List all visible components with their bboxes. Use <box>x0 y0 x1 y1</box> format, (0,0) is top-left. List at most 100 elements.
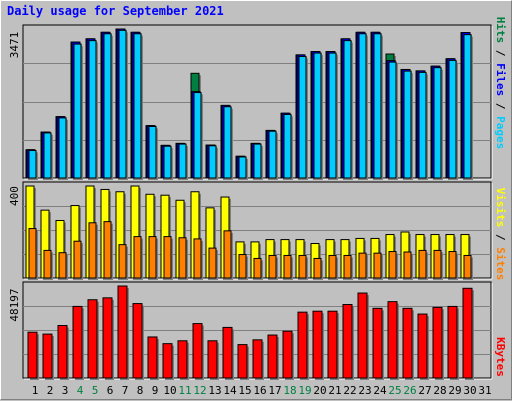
pages-bar <box>178 143 187 179</box>
sites-bar <box>463 254 472 279</box>
day-label: 24 <box>373 384 387 397</box>
kbytes-bar <box>252 339 263 379</box>
day-label: 6 <box>107 384 114 397</box>
kbytes-bar <box>162 343 173 379</box>
pages-bar <box>118 29 127 179</box>
day-label: 23 <box>358 384 371 397</box>
pages-bar <box>373 33 382 179</box>
day-label: 3 <box>62 384 69 397</box>
day-label: 9 <box>152 384 159 397</box>
graph-title: Daily usage for September 2021 <box>7 4 224 18</box>
sites-bar <box>373 252 382 279</box>
kbytes-bar <box>432 306 443 379</box>
kbytes-bar <box>192 323 203 379</box>
pages-bar <box>358 33 367 179</box>
sites-bar <box>298 254 307 279</box>
sites-bar <box>28 228 37 279</box>
legend-pages: Pages <box>494 116 507 149</box>
kbytes-bar <box>207 340 218 379</box>
kbytes-bar <box>402 307 413 379</box>
day-label: 26 <box>403 384 416 397</box>
pages-bar <box>298 56 307 179</box>
kbytes-bar <box>297 311 308 379</box>
kbytes-bar <box>267 334 278 379</box>
day-label: 16 <box>253 384 266 397</box>
pages-bar <box>448 59 457 179</box>
day-label: 25 <box>388 384 401 397</box>
sites-bar <box>283 254 292 279</box>
pages-bar <box>223 106 232 179</box>
sites-bar <box>88 222 97 279</box>
day-label: 10 <box>163 384 176 397</box>
kbytes-bar <box>102 297 113 379</box>
pages-bar <box>208 145 217 179</box>
legend-sep: / <box>494 227 507 247</box>
sites-bar <box>43 249 52 279</box>
pages-bar <box>133 33 142 179</box>
kbytes-bar <box>312 310 323 379</box>
pages-bar <box>163 145 172 179</box>
pages-bar <box>103 33 112 179</box>
pages-bar <box>148 125 157 179</box>
day-label: 2 <box>47 384 54 397</box>
sites-bar <box>268 254 277 279</box>
kbytes-bar <box>132 303 143 379</box>
kbytes-bar <box>447 305 458 379</box>
kbytes-bar <box>222 326 233 379</box>
day-label: 7 <box>122 384 129 397</box>
pages-bar <box>58 117 67 179</box>
sites-bar <box>223 230 232 279</box>
pages-bar <box>403 70 412 179</box>
sites-bar <box>403 251 412 279</box>
sites-bar <box>328 254 337 279</box>
day-label: 28 <box>433 384 446 397</box>
sites-bar <box>133 236 142 279</box>
kbytes-bar <box>237 344 248 379</box>
kbytes-bar <box>57 325 68 379</box>
day-label: 18 <box>283 384 296 397</box>
legend-sites: Sites <box>494 247 507 280</box>
day-label: 5 <box>92 384 99 397</box>
legend-files: Files <box>494 63 507 96</box>
pages-bar <box>268 130 277 179</box>
pages-bar <box>28 150 37 179</box>
visits-legend: Visits / Sites <box>494 188 507 281</box>
day-label: 27 <box>418 384 431 397</box>
sites-bar <box>433 249 442 279</box>
pages-bar <box>388 61 397 179</box>
pages-bar <box>253 143 262 179</box>
day-label: 22 <box>343 384 356 397</box>
pages-bar <box>43 132 52 179</box>
pages-bar <box>238 156 247 179</box>
pages-bar <box>193 92 202 179</box>
day-label: 14 <box>223 384 237 397</box>
legend-kbytes: KBytes <box>494 337 507 377</box>
day-label: 15 <box>238 384 251 397</box>
pages-bar <box>328 52 337 179</box>
sites-bar <box>163 236 172 279</box>
kbytes-bar <box>282 330 293 379</box>
pages-bar <box>313 52 322 179</box>
kbytes-bar <box>372 307 383 379</box>
kbytes-bar <box>357 292 368 379</box>
kbytes-bar <box>342 304 353 379</box>
legend-sep: / <box>494 96 507 116</box>
sites-bar <box>358 252 367 279</box>
sites-bar <box>193 238 202 279</box>
kbytes-bar <box>42 333 53 379</box>
sites-bar <box>253 257 262 279</box>
kbytes-bar <box>72 305 83 379</box>
pages-bar <box>343 40 352 179</box>
hits-max-label: 3471 <box>8 32 21 59</box>
sites-bar <box>388 251 397 279</box>
kbytes-bar <box>117 285 128 379</box>
visits-max-label: 400 <box>8 186 21 206</box>
day-label: 30 <box>463 384 476 397</box>
kbytes-bar <box>87 299 98 379</box>
kbytes-bar <box>327 310 338 379</box>
sites-bar <box>103 221 112 279</box>
kbytes-bar <box>462 287 473 379</box>
day-label: 1 <box>32 384 39 397</box>
